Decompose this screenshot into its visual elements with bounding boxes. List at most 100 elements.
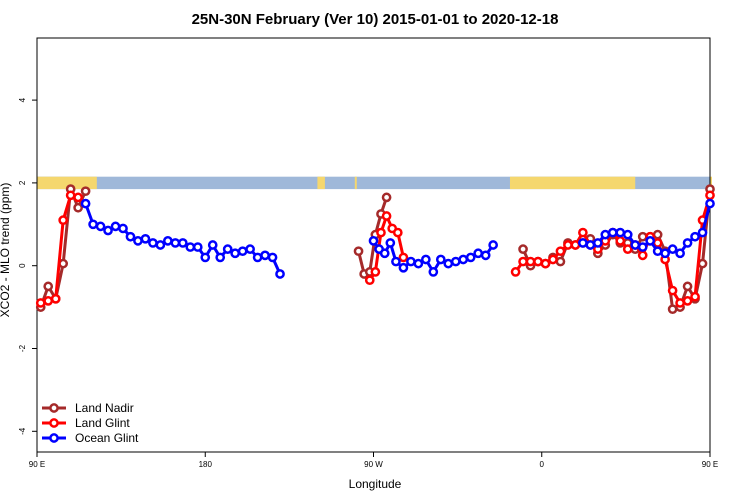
legend-marker xyxy=(49,418,59,428)
data-point xyxy=(465,252,476,263)
land-band xyxy=(37,176,97,190)
data-point xyxy=(376,227,386,238)
x-tick-label: 0 xyxy=(540,460,545,469)
data-point xyxy=(50,293,61,304)
legend-item: Land Nadir xyxy=(42,401,134,415)
data-point xyxy=(652,229,663,240)
data-point xyxy=(58,215,69,226)
data-point xyxy=(110,221,121,232)
data-point xyxy=(200,252,211,263)
x-tick-label: 180 xyxy=(199,460,213,469)
x-tick-label: 90 E xyxy=(29,460,45,469)
data-point xyxy=(525,256,536,267)
data-point xyxy=(379,248,390,259)
x-axis-label: Longitude xyxy=(349,477,402,491)
legend-item: Ocean Glint xyxy=(42,431,139,445)
data-point xyxy=(622,244,633,254)
data-point xyxy=(385,238,396,248)
data-point xyxy=(185,242,196,252)
data-point xyxy=(163,236,173,246)
data-point xyxy=(368,236,379,246)
land-ocean-strip xyxy=(37,176,712,190)
data-point xyxy=(95,221,106,232)
data-point xyxy=(353,246,364,257)
y-axis-label: XCO2 - MLO trend (ppm) xyxy=(0,183,12,318)
data-point xyxy=(245,244,255,254)
data-point xyxy=(148,238,158,248)
data-point xyxy=(207,240,218,250)
data-point xyxy=(652,246,663,257)
data-point xyxy=(667,244,678,254)
data-point xyxy=(488,240,498,250)
data-point xyxy=(80,186,91,197)
data-point xyxy=(675,298,685,308)
data-point xyxy=(435,254,446,265)
data-point xyxy=(140,233,151,244)
data-point xyxy=(480,250,491,261)
data-point xyxy=(592,238,603,248)
data-point xyxy=(35,298,46,308)
data-point xyxy=(370,267,381,277)
data-point xyxy=(518,244,528,254)
data-point xyxy=(237,246,248,257)
data-point xyxy=(622,229,633,240)
data-point xyxy=(637,242,648,252)
data-point xyxy=(222,244,233,254)
data-point xyxy=(578,238,588,248)
legend-item: Land Glint xyxy=(42,416,130,430)
data-point xyxy=(645,236,656,246)
data-point xyxy=(443,258,454,269)
data-point xyxy=(563,240,573,250)
data-point xyxy=(660,248,670,259)
data-point xyxy=(192,242,203,252)
data-point xyxy=(406,256,416,267)
data-point xyxy=(133,236,143,246)
data-point xyxy=(413,258,424,269)
data-point xyxy=(705,198,715,209)
x-tick-label: 90 E xyxy=(702,460,718,469)
data-point xyxy=(43,296,54,306)
data-point xyxy=(155,240,166,250)
land-band xyxy=(354,176,357,190)
data-point xyxy=(630,240,641,250)
data-point xyxy=(73,192,83,203)
data-point xyxy=(690,291,700,302)
data-point xyxy=(607,227,618,238)
data-point xyxy=(125,231,136,242)
y-axis: -4 -2 0 2 4 xyxy=(18,97,37,435)
data-point xyxy=(637,250,648,261)
data-point xyxy=(697,227,708,238)
data-point xyxy=(578,227,588,238)
data-point xyxy=(267,252,278,263)
data-point xyxy=(398,252,409,263)
data-point xyxy=(682,238,693,248)
x-axis: 90 E 180 90 W 0 90 E xyxy=(29,452,718,469)
data-point xyxy=(510,267,521,277)
data-point xyxy=(667,304,678,315)
data-point xyxy=(260,250,270,261)
legend-label: Land Nadir xyxy=(75,401,134,415)
legend-marker xyxy=(49,433,59,443)
data-point xyxy=(428,267,439,277)
y-tick-label: 4 xyxy=(18,97,27,102)
data-point xyxy=(675,248,685,259)
series-ocean-glint xyxy=(80,198,715,279)
data-point xyxy=(275,269,285,279)
data-point xyxy=(65,190,76,201)
data-point xyxy=(252,252,263,263)
data-point xyxy=(80,198,91,209)
data-point xyxy=(705,190,715,201)
y-tick-label: -2 xyxy=(18,344,27,352)
data-point xyxy=(682,281,693,292)
y-tick-label: -4 xyxy=(18,427,27,435)
data-point xyxy=(518,256,528,267)
data-point xyxy=(570,240,581,250)
data-point xyxy=(88,219,98,230)
data-point xyxy=(600,229,611,240)
data-point xyxy=(381,192,392,203)
legend-label: Ocean Glint xyxy=(75,431,139,445)
data-point xyxy=(615,236,626,246)
data-point xyxy=(391,256,401,267)
